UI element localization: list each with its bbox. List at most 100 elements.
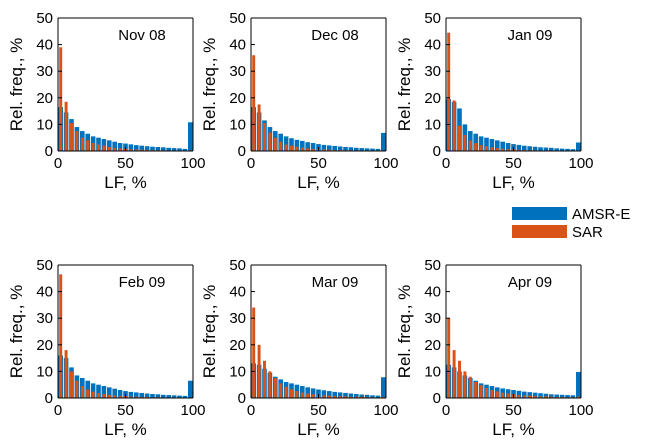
legend-entry-sar: SAR bbox=[512, 224, 603, 241]
bar bbox=[107, 140, 112, 151]
bar bbox=[354, 396, 358, 398]
bar bbox=[516, 390, 522, 398]
bar bbox=[364, 394, 370, 398]
bar bbox=[333, 395, 337, 398]
bar bbox=[539, 396, 542, 398]
bar bbox=[145, 396, 149, 398]
bar bbox=[337, 146, 343, 151]
bar bbox=[516, 144, 522, 151]
bar bbox=[263, 123, 266, 151]
bar bbox=[522, 395, 526, 398]
bar bbox=[86, 140, 90, 151]
legend-swatch bbox=[512, 225, 567, 238]
bar bbox=[252, 307, 256, 398]
bar bbox=[306, 393, 310, 398]
bar bbox=[538, 393, 543, 398]
bar bbox=[118, 148, 122, 151]
bar bbox=[310, 143, 316, 151]
bar bbox=[101, 139, 107, 151]
x-tick-label: 0 bbox=[54, 402, 62, 419]
y-tick-label: 50 bbox=[36, 10, 53, 27]
bar bbox=[327, 149, 331, 151]
bar bbox=[505, 143, 511, 151]
bar bbox=[544, 396, 548, 398]
y-tick-label: 20 bbox=[424, 337, 441, 354]
bar bbox=[554, 148, 559, 151]
bar bbox=[522, 145, 527, 151]
y-tick-label: 30 bbox=[36, 310, 53, 327]
bar bbox=[348, 147, 354, 151]
bar bbox=[150, 146, 155, 151]
bar bbox=[332, 391, 337, 398]
panel-title: Dec 08 bbox=[311, 27, 359, 44]
bar bbox=[139, 145, 144, 151]
bar bbox=[337, 392, 343, 398]
bar bbox=[463, 135, 467, 151]
bar bbox=[517, 149, 521, 151]
x-tick-label: 100 bbox=[568, 402, 593, 419]
y-tick-label: 0 bbox=[45, 390, 53, 407]
x-axis-label: LF, % bbox=[492, 420, 535, 439]
y-tick-label: 0 bbox=[433, 143, 441, 160]
bar bbox=[322, 149, 326, 151]
bar bbox=[576, 142, 581, 151]
bar bbox=[343, 392, 348, 398]
series-amsr-e bbox=[251, 107, 386, 151]
bar bbox=[283, 136, 289, 151]
bar bbox=[284, 386, 288, 398]
x-tick-label: 100 bbox=[373, 402, 398, 419]
x-tick-label: 0 bbox=[442, 155, 450, 172]
bar bbox=[70, 123, 73, 151]
bar bbox=[322, 395, 326, 398]
bar bbox=[327, 145, 332, 151]
bar bbox=[474, 143, 478, 151]
y-tick-label: 40 bbox=[229, 284, 246, 301]
y-tick-label: 50 bbox=[424, 257, 441, 274]
bar bbox=[559, 394, 565, 398]
y-tick-label: 10 bbox=[424, 363, 441, 380]
bar bbox=[354, 147, 359, 151]
y-tick-label: 20 bbox=[36, 90, 53, 107]
bar bbox=[150, 394, 155, 398]
bar bbox=[485, 146, 488, 151]
bar bbox=[268, 132, 272, 151]
panel-apr-09: 0 10 20 30 40 50 0 50 100 LF, % Rel. freq., % Apr 0… bbox=[395, 257, 594, 439]
bar bbox=[113, 395, 117, 398]
bar bbox=[300, 392, 304, 398]
y-tick-label: 0 bbox=[238, 143, 246, 160]
bar bbox=[289, 138, 294, 151]
bar bbox=[327, 395, 331, 398]
x-tick-label: 50 bbox=[505, 402, 522, 419]
bar bbox=[321, 390, 327, 398]
panel-mar-09: 0 10 20 30 40 50 0 50 100 LF, % Rel. freq., % Mar 0… bbox=[200, 257, 399, 439]
x-tick-label: 100 bbox=[373, 155, 398, 172]
bar bbox=[155, 394, 161, 398]
bar bbox=[117, 390, 123, 398]
bar bbox=[257, 344, 261, 398]
bar bbox=[495, 391, 499, 398]
bar bbox=[327, 391, 332, 398]
x-tick-label: 50 bbox=[117, 402, 134, 419]
y-tick-label: 30 bbox=[229, 63, 246, 80]
bar bbox=[144, 393, 150, 398]
bar bbox=[360, 396, 364, 398]
y-tick-label: 10 bbox=[229, 116, 246, 133]
bar bbox=[306, 148, 310, 151]
bar bbox=[570, 149, 576, 151]
x-axis-label: LF, % bbox=[492, 173, 535, 192]
bar bbox=[129, 396, 133, 398]
bar bbox=[375, 148, 381, 151]
bar bbox=[134, 145, 139, 151]
y-tick-label: 0 bbox=[433, 390, 441, 407]
bar bbox=[479, 145, 483, 151]
bar bbox=[468, 140, 472, 151]
bar bbox=[97, 392, 100, 398]
y-tick-label: 10 bbox=[36, 116, 53, 133]
x-axis-label: LF, % bbox=[297, 173, 340, 192]
panel-feb-09: 0 10 20 30 40 50 0 50 100 LF, % Rel. freq., % Feb 0… bbox=[7, 257, 206, 439]
bar bbox=[107, 394, 111, 398]
bar bbox=[485, 387, 488, 398]
bar bbox=[570, 395, 576, 398]
series-amsr-e bbox=[58, 107, 193, 151]
